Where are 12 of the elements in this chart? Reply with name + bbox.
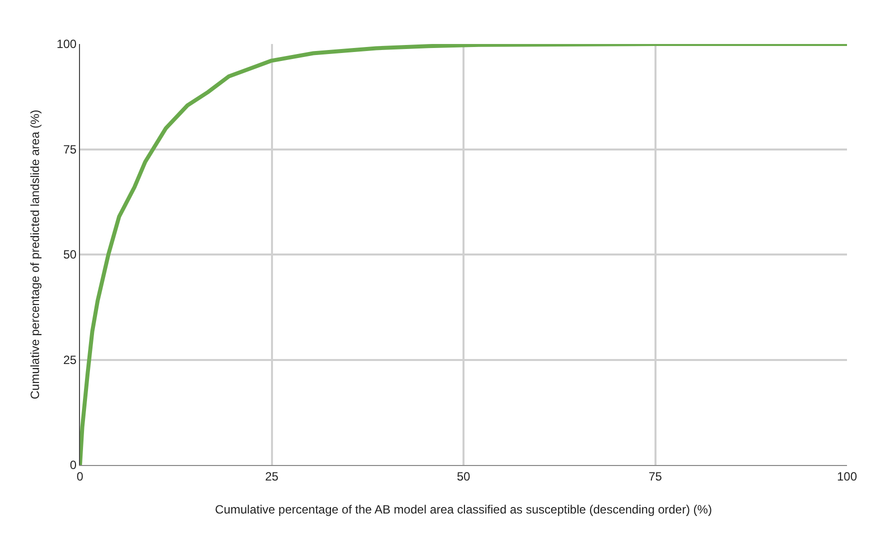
x-tick-label: 50 [456,469,470,484]
x-tick-label: 75 [648,469,662,484]
y-tick-label: 100 [56,37,77,52]
y-axis-title: Cumulative percentage of predicted landslide area (%) [28,110,42,400]
x-tick-label: 25 [265,469,279,484]
x-tick-label: 100 [836,469,858,484]
y-tick-label: 50 [63,248,77,262]
y-tick-label: 0 [70,458,77,472]
y-tick-label: 25 [63,352,77,367]
x-axis-title: Cumulative percentage of the AB model area classified as susceptible (descending order) (%) [215,502,712,516]
line-series [80,44,847,465]
y-tick-label: 75 [63,142,77,156]
